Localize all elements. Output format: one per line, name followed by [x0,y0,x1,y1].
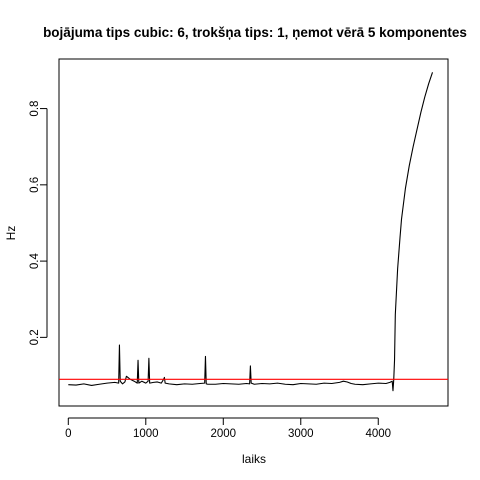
x-axis: 0 1000 2000 3000 4000 [65,417,391,440]
y-axis-label: Hz [4,226,18,241]
plot-series [68,72,434,392]
y-tick-label: 0.4 [29,253,41,270]
series-line [68,72,434,392]
x-tick-label: 1000 [133,428,159,440]
y-tick-label: 0.8 [29,101,41,117]
x-axis-label: laiks [242,452,266,466]
y-tick-label: 0.6 [29,177,41,193]
y-axis: 0.2 0.4 0.6 0.8 [29,101,48,345]
x-tick-label: 0 [65,428,71,440]
chart-title: bojājuma tips cubic: 6, trokšņa tips: 1,… [43,25,467,40]
y-tick-label: 0.2 [29,329,41,345]
plot-frame [58,58,449,407]
x-tick-label: 3000 [288,428,314,440]
x-tick-label: 4000 [365,428,391,440]
x-tick-label: 2000 [210,428,236,440]
